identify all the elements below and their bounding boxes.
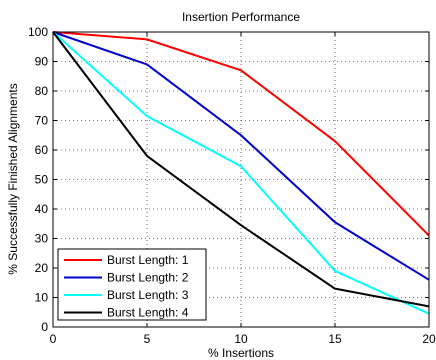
x-tick-label: 5 — [144, 332, 151, 346]
y-axis-label: % Successfully Finished Alignments — [6, 83, 20, 274]
legend: Burst Length: 1 Burst Length: 2 Burst Leng… — [57, 248, 207, 321]
y-tick-label: 60 — [35, 143, 49, 157]
chart-title: Insertion Performance — [182, 10, 300, 24]
y-tick-label: 0 — [41, 320, 48, 334]
y-tick-label: 100 — [28, 25, 48, 39]
y-tick-label: 90 — [35, 55, 49, 69]
legend-label-2: Burst Length: 2 — [107, 271, 189, 285]
series-line-1 — [52, 31, 430, 237]
series-line-2 — [52, 31, 430, 281]
y-tick-label: 10 — [35, 291, 49, 305]
y-tick-label: 20 — [35, 261, 49, 275]
x-tick-label: 20 — [422, 332, 436, 346]
series-line-3 — [52, 31, 430, 315]
y-tick-label: 50 — [35, 173, 49, 187]
x-tick-label: 0 — [50, 332, 57, 346]
series-line-4 — [52, 31, 430, 308]
legend-label-1: Burst Length: 1 — [107, 253, 189, 267]
y-tick-label: 40 — [35, 202, 49, 216]
x-tick-label: 10 — [234, 332, 248, 346]
y-tick-label: 80 — [35, 84, 49, 98]
grid — [53, 32, 429, 327]
legend-label-3: Burst Length: 3 — [107, 288, 189, 302]
ticks: 0 5 10 15 20 0 10 20 30 40 50 60 70 80 90 100 — [28, 25, 436, 346]
y-tick-label: 70 — [35, 114, 49, 128]
legend-label-4: Burst Length: 4 — [107, 306, 189, 320]
series-layer — [52, 31, 430, 315]
y-tick-label: 30 — [35, 232, 49, 246]
x-axis-label: % Insertions — [208, 346, 274, 360]
x-tick-label: 15 — [328, 332, 342, 346]
